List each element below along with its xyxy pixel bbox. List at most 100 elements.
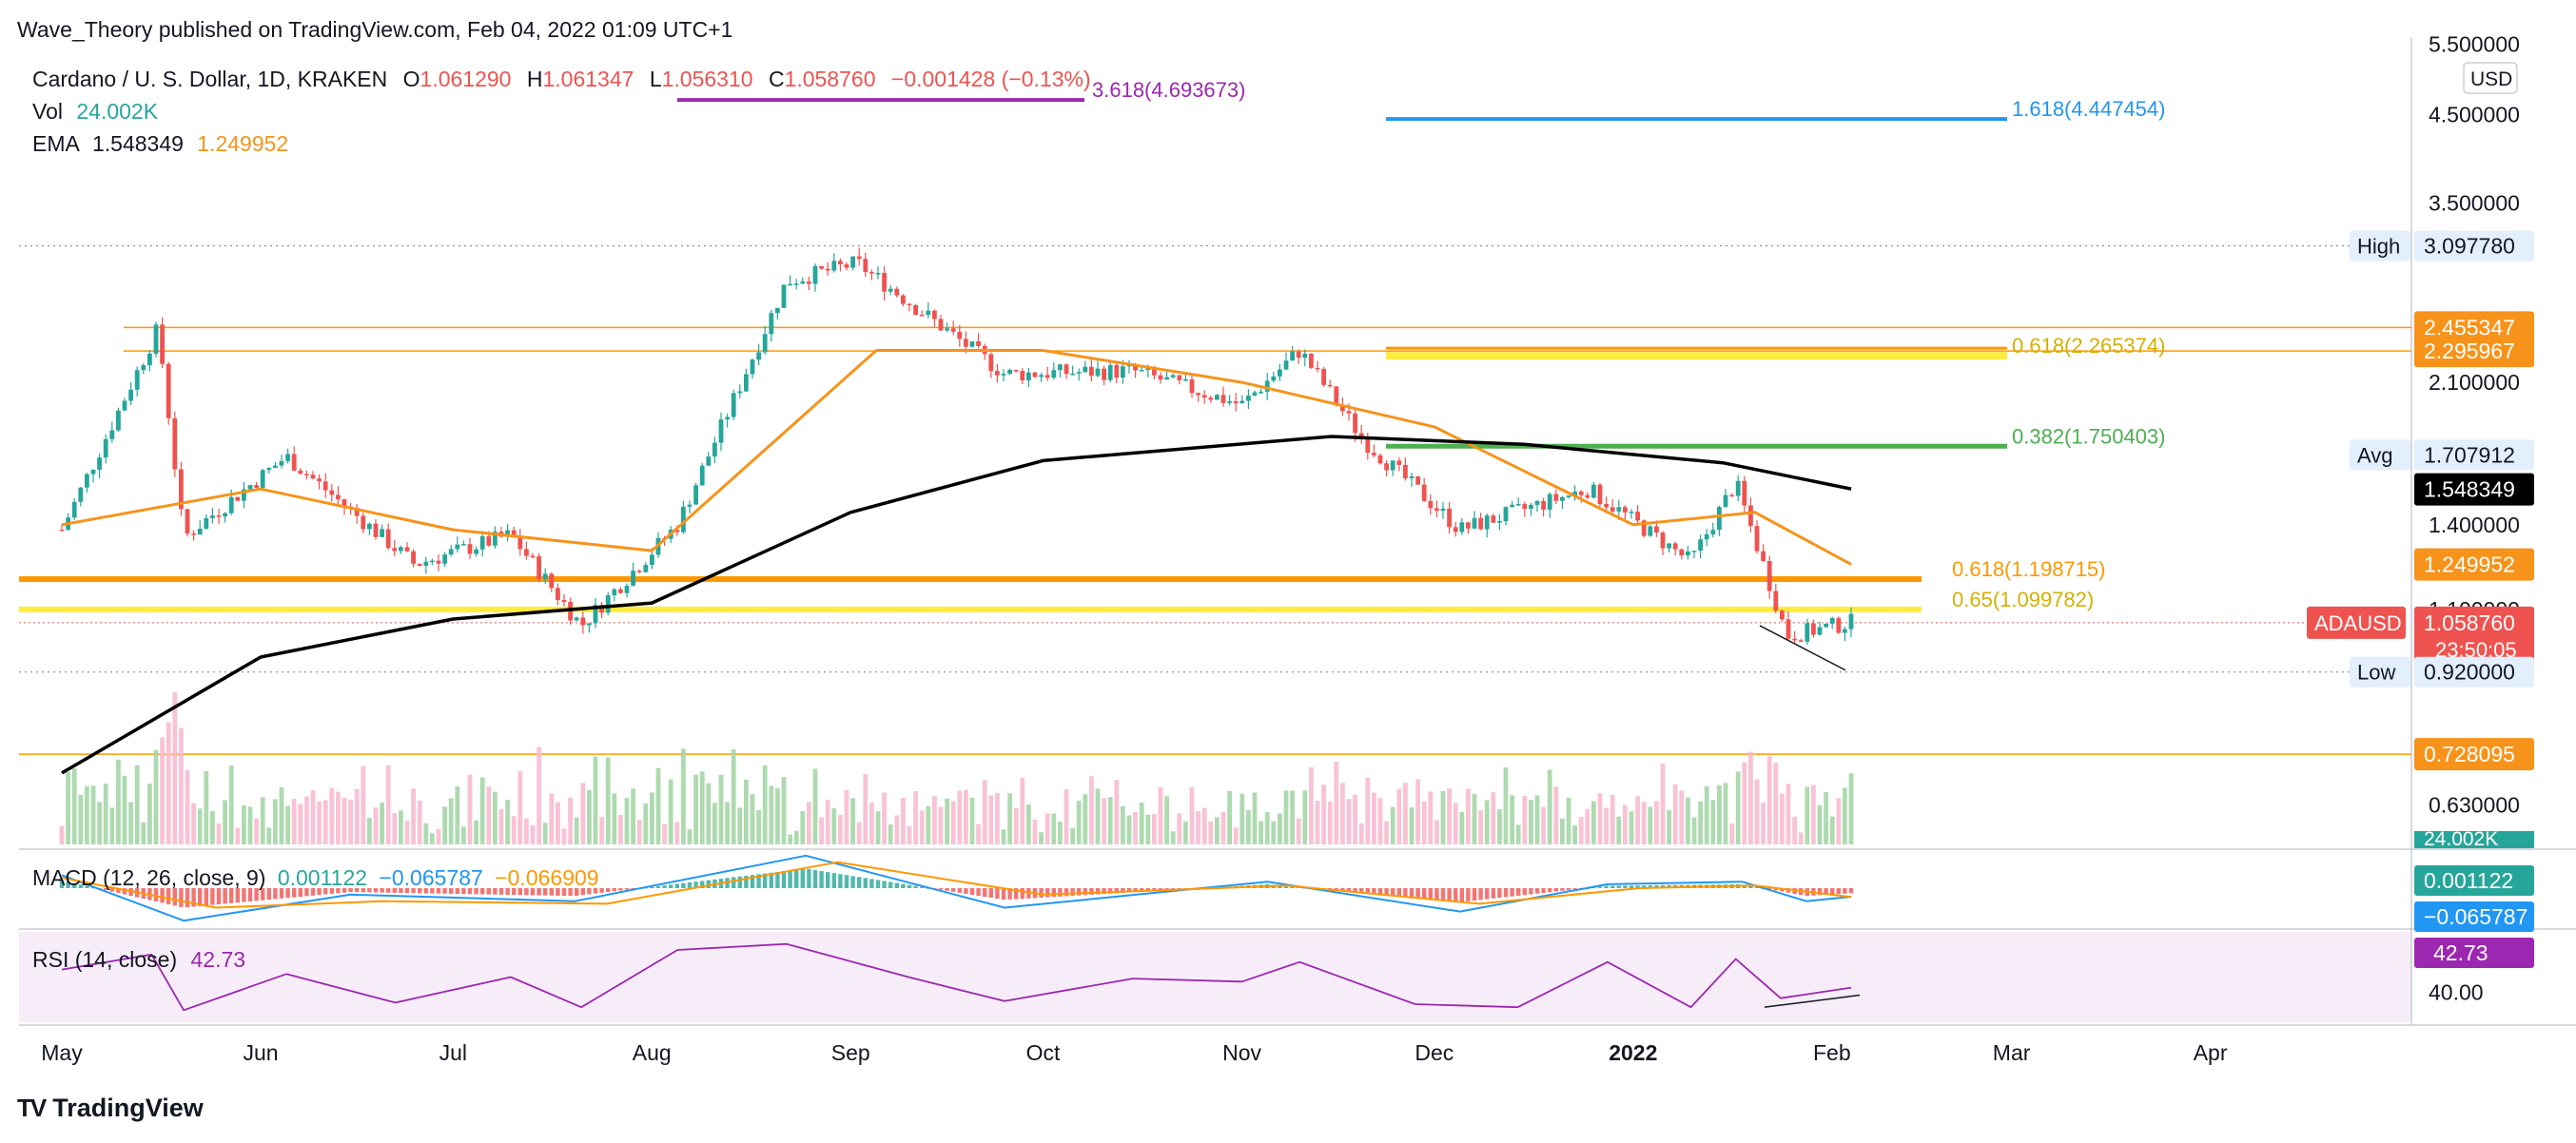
price-tag: [2414, 606, 2534, 666]
volume-bar: [1780, 793, 1785, 844]
macd-histogram-bar: [1447, 888, 1452, 901]
candle-body: [1064, 364, 1069, 375]
macd-line-tag-value: −0.065787: [2424, 904, 2527, 929]
candle-body: [1566, 495, 1571, 497]
volume-bar: [1409, 807, 1415, 844]
candle-body: [1001, 374, 1006, 376]
macd-histogram-bar: [373, 888, 379, 893]
candle-body: [1208, 397, 1214, 400]
volume-bar: [1805, 786, 1810, 844]
candle-body: [825, 268, 830, 271]
macd-histogram-bar: [969, 888, 975, 895]
ema-line-black: [61, 435, 1852, 775]
volume-bar: [1667, 810, 1671, 844]
volume-bar: [436, 828, 441, 844]
candle-body: [1315, 367, 1320, 370]
candle-body: [556, 588, 560, 600]
volume-bar: [1648, 806, 1653, 844]
candle-body: [147, 353, 152, 366]
macd-histogram-bar: [706, 880, 711, 888]
candle-body: [436, 560, 441, 564]
candle-body: [342, 499, 347, 507]
macd-histogram-bar: [650, 886, 654, 888]
macd-histogram-bar: [1817, 888, 1823, 896]
pair-title: Cardano / U. S. Dollar, 1D, KRAKEN: [32, 67, 388, 91]
candle-body: [1534, 501, 1540, 505]
candle-body: [793, 283, 799, 285]
time-axis-tick: 2022: [1609, 1040, 1657, 1065]
macd-histogram-bar: [72, 882, 77, 888]
volume-bar: [831, 807, 837, 844]
macd-histogram-bar: [1020, 888, 1025, 900]
volume-bar: [549, 793, 555, 844]
candle-body: [455, 544, 460, 550]
volume-bar: [153, 749, 159, 844]
macd-histogram-bar: [59, 880, 65, 888]
candle-body: [1390, 460, 1395, 471]
macd-legend: MACD (12, 26, close, 9) 0.001122 −0.0657…: [32, 865, 599, 891]
macd-histogram-bar: [380, 888, 384, 893]
volume-bar: [1121, 805, 1125, 844]
macd-histogram-bar: [204, 888, 208, 906]
volume-bar: [631, 788, 635, 844]
macd-histogram-bar: [561, 888, 567, 897]
high-label: H: [526, 67, 543, 91]
candle-body: [1629, 512, 1634, 513]
macd-histogram-bar: [336, 888, 341, 894]
macd-histogram-bar: [1409, 888, 1415, 899]
candle-body: [1672, 543, 1678, 550]
macd-histogram-bar: [323, 888, 328, 895]
volume-bar: [1044, 813, 1050, 844]
candle-body: [807, 281, 811, 284]
candle-body: [1278, 369, 1282, 377]
candle-body: [599, 604, 604, 613]
volume-bar: [1246, 809, 1251, 844]
volume-bar: [712, 803, 717, 844]
candle-body: [1667, 543, 1671, 549]
macd-histogram-bar: [869, 879, 874, 888]
candle-body: [1026, 372, 1031, 380]
candle-body: [1259, 391, 1263, 394]
candle-body: [1440, 508, 1446, 512]
volume-bar: [1798, 832, 1804, 844]
volume-bar: [681, 748, 686, 844]
volume-bar: [995, 793, 1000, 844]
volume-bar: [1039, 832, 1044, 844]
macd-histogram-bar: [261, 888, 265, 901]
volume-bar: [762, 765, 768, 844]
macd-histogram-bar: [329, 888, 334, 894]
macd-histogram-bar: [737, 876, 742, 888]
volume-bar: [1623, 804, 1628, 844]
candle-body: [863, 259, 868, 273]
macd-histogram-bar: [1836, 888, 1841, 895]
macd-histogram-bar: [763, 873, 768, 888]
candle-body: [731, 393, 736, 417]
time-axis-tick: Jun: [243, 1040, 278, 1065]
volume-bar: [901, 797, 906, 844]
candle-body: [869, 272, 874, 274]
candle-body: [1541, 501, 1546, 510]
macd-histogram-bar: [549, 888, 554, 896]
macd-histogram-bar: [1660, 884, 1666, 888]
volume-bar: [498, 808, 504, 844]
volume-bar: [875, 811, 881, 844]
volume-bar: [329, 787, 335, 844]
tradingview-logo[interactable]: TV TradingView: [17, 1094, 204, 1123]
macd-histogram-bar: [580, 888, 585, 896]
candle-body: [1717, 507, 1722, 531]
macd-histogram-bar: [392, 888, 397, 893]
volume-bar: [1836, 798, 1842, 844]
macd-histogram-bar: [411, 888, 416, 894]
volume-bar: [693, 774, 698, 844]
candle-body: [907, 303, 912, 306]
volume-bar: [687, 829, 693, 844]
candle-body: [505, 530, 510, 537]
volume-bar: [1145, 814, 1151, 844]
volume-bar: [1792, 816, 1797, 844]
candle-body: [995, 371, 1000, 376]
volume-bar: [134, 765, 140, 844]
volume-bar: [1672, 784, 1678, 844]
volume-bar: [580, 783, 586, 844]
candle-body: [1848, 613, 1854, 630]
